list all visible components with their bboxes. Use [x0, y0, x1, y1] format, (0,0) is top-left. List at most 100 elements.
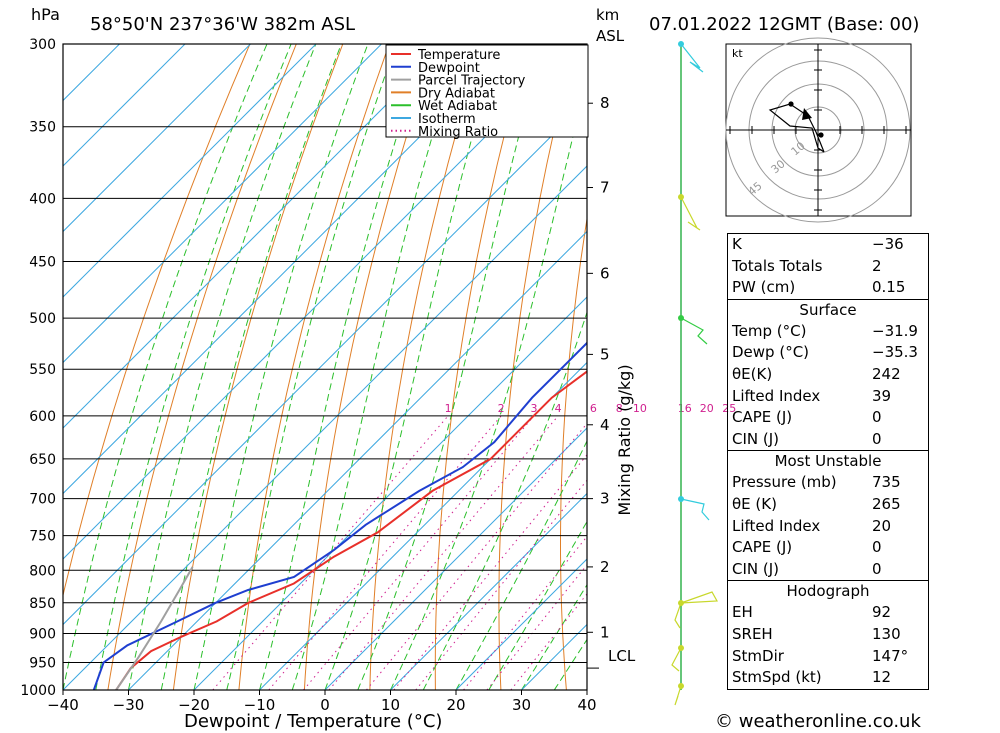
- isotherm-line: [63, 44, 382, 364]
- index-row: StmSpd (kt) 12: [728, 667, 928, 689]
- index-label: Dewp (°C): [732, 343, 810, 362]
- legend-item-label: Dewpoint: [418, 61, 480, 76]
- mixing-ratio-label: 2: [498, 402, 505, 415]
- wet-adiabat-line: [63, 44, 268, 690]
- datetime-label: 07.01.2022 12GMT (Base: 00): [649, 14, 919, 35]
- isotherm-line: [63, 99, 587, 626]
- temp-tick-label: −10: [244, 696, 276, 714]
- legend-item-label: Mixing Ratio: [418, 125, 498, 140]
- index-label: CAPE (J): [732, 538, 793, 557]
- mixing-ratio-line: [268, 415, 502, 690]
- isotherm-line: [63, 165, 587, 690]
- most-unstable-section: Most Unstable Pressure (mb) 735 θE (K) 265 L…: [728, 450, 928, 580]
- location-label: 58°50'N 237°36'W 382m ASL: [90, 14, 355, 35]
- index-label: Totals Totals: [732, 256, 823, 275]
- most-unstable-title: Most Unstable: [774, 452, 882, 471]
- index-value: −36: [872, 235, 904, 253]
- index-label: Lifted Index: [732, 386, 821, 405]
- pressure-tick-label: 950: [29, 655, 56, 671]
- index-value: 2: [872, 256, 882, 275]
- wet-adiabat-line: [128, 44, 317, 690]
- index-label: StmSpd (kt): [732, 668, 822, 687]
- series-dewpoint: [92, 341, 587, 690]
- mixing-ratio-label: 3: [530, 402, 537, 415]
- index-label: CIN (J): [732, 559, 780, 578]
- height-tick-label: 6: [600, 264, 610, 282]
- temp-tick-label: 20: [446, 696, 465, 714]
- pressure-tick-label: 850: [29, 596, 56, 612]
- index-row: Temp (°C) −31.9: [728, 321, 928, 343]
- index-row: θE(K) 242: [728, 364, 928, 386]
- height-tick-label: 4: [600, 416, 610, 434]
- isotherm-line: [455, 558, 587, 690]
- pressure-tick-label: 1000: [20, 683, 56, 699]
- pressure-tick-label: 800: [29, 563, 56, 579]
- pressure-tick-label: 450: [29, 255, 56, 271]
- pressure-tick-label: 400: [29, 191, 56, 207]
- legend-item-label: Wet Adiabat: [418, 99, 497, 114]
- hodograph-storm-dot: [818, 132, 824, 138]
- mixing-ratio-axis-title: Mixing Ratio (g/kg): [615, 364, 634, 515]
- isotherm-line: [63, 44, 120, 102]
- dry-adiabat-line: [107, 44, 297, 690]
- pressure-tick-label: 750: [29, 529, 56, 545]
- hodograph-section: Hodograph EH 92 SREH 130 StmDir 147° StmSpd (k…: [728, 580, 928, 688]
- index-value: 0: [872, 559, 882, 578]
- index-row: Lifted Index 20: [728, 516, 928, 538]
- series-temperature: [115, 370, 587, 690]
- dry-adiabat-line: [560, 215, 587, 690]
- index-label: CAPE (J): [732, 408, 793, 427]
- hodograph-trace: [768, 103, 825, 153]
- pressure-tick-label: 350: [29, 120, 56, 136]
- legend-box: [385, 44, 589, 138]
- index-row: EH 92: [728, 602, 928, 624]
- dry-adiabat-line: [369, 44, 483, 690]
- wind-barb: [671, 647, 682, 672]
- height-tick-label: 5: [600, 345, 610, 363]
- index-label: θE (K): [732, 494, 777, 513]
- isotherm-line: [324, 427, 587, 690]
- index-value: 0: [872, 538, 882, 557]
- index-row: CIN (J) 0: [728, 429, 928, 451]
- index-label: CIN (J): [732, 429, 780, 448]
- index-row: PW (cm) 0.15: [728, 277, 928, 299]
- isotherm-line: [63, 44, 579, 560]
- wet-adiabat-line: [324, 44, 500, 690]
- height-tick-label: 3: [600, 490, 610, 508]
- index-label: SREH: [732, 624, 773, 643]
- hodograph-arrowhead: [802, 108, 812, 120]
- wind-barb: [680, 196, 701, 231]
- index-row: Totals Totals 2: [728, 256, 928, 278]
- index-label: EH: [732, 603, 753, 622]
- mixing-ratio-label: 4: [555, 402, 562, 415]
- wet-adiabat-line: [455, 439, 587, 690]
- index-label: Lifted Index: [732, 516, 821, 535]
- temp-tick-label: 10: [381, 696, 400, 714]
- wind-barb: [680, 317, 708, 345]
- temp-tick-label: 30: [512, 696, 531, 714]
- wet-adiabat-line: [193, 44, 369, 690]
- credit-label: © weatheronline.co.uk: [715, 711, 921, 732]
- wet-adiabat-line: [291, 44, 462, 690]
- index-value: 12: [872, 668, 892, 687]
- index-value: 0.15: [872, 278, 906, 297]
- km-label: km: [596, 6, 619, 24]
- temp-tick-label: −20: [178, 696, 210, 714]
- mixing-ratio-label: 20: [700, 402, 714, 415]
- index-row: CAPE (J) 0: [728, 537, 928, 559]
- mixing-ratio-line: [415, 479, 587, 690]
- index-value: 735: [872, 473, 901, 492]
- temp-tick-label: 0: [320, 696, 330, 714]
- legend-item-label: Isotherm: [418, 112, 476, 127]
- pressure-tick-label: 550: [29, 362, 56, 378]
- hodograph-title: Hodograph: [786, 582, 870, 601]
- index-value: −35.3: [872, 343, 918, 362]
- dry-adiabat-line: [943, 44, 1000, 690]
- legend-item-label: Dry Adiabat: [418, 86, 495, 101]
- asl-label: ASL: [596, 27, 625, 45]
- index-row: CIN (J) 0: [728, 559, 928, 581]
- wind-barb: [680, 498, 710, 521]
- surface-title: Surface: [799, 300, 857, 319]
- hodograph-start-dot: [788, 101, 794, 107]
